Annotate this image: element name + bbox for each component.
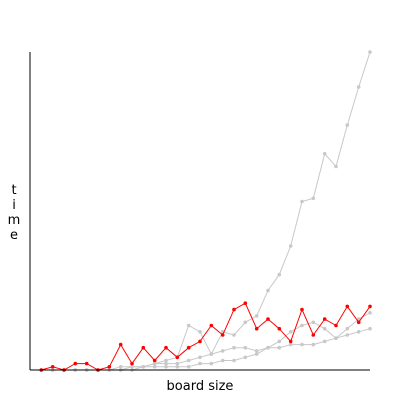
series-3-point [220,358,225,363]
series-layer [39,50,372,372]
series-2-point [356,85,361,89]
series-4-point [198,339,202,344]
series-1-point [277,345,282,350]
series-3-point [334,336,338,341]
series-4-point [152,358,157,363]
series-3-point [164,365,168,369]
series-3-point [288,330,293,334]
series-4-point [288,339,293,344]
series-2-point [186,323,191,328]
series-3-point [300,323,304,328]
series-3-point [141,365,146,369]
series-2-point [368,50,372,54]
series-3-point [198,361,202,366]
series-3-point [232,358,236,363]
series-1-point [198,355,202,360]
x-axis-label: board size [167,379,234,394]
series-3-point [311,320,316,325]
series-4-point [186,345,191,350]
series-2-point [232,333,236,337]
series-3-point [152,365,157,369]
series-2-point [277,272,282,277]
y-axis-label-char: e [10,228,18,243]
series-4-point [141,345,146,350]
series-3-point [277,339,282,344]
series-2-point [311,196,316,201]
series-1-point [164,361,168,366]
series-4-point [107,365,112,369]
series-4-point [368,304,372,309]
series-1-point [243,345,248,350]
series-1-point [288,342,293,347]
series-2-point [243,320,248,325]
series-4-point [118,342,123,347]
series-1-point [311,342,316,347]
series-4-point [50,365,55,369]
series-4-point [311,333,316,337]
y-axis-label-char: t [11,183,16,198]
series-3-point [345,326,350,331]
series-4 [39,301,372,372]
series-2-point [266,288,270,293]
series-3-point [266,345,270,350]
series-1-point [186,358,191,363]
series-1-point [322,339,327,344]
series-4-point [232,307,236,312]
series-2-point [345,123,350,127]
series-2-point [300,199,304,204]
series-3-point [175,365,180,369]
series-2-point [288,244,293,248]
series-1-point [356,330,361,334]
series-1-point [220,349,225,353]
series-3-point [254,352,259,356]
series-3-point [209,361,214,366]
series-2-point [118,365,123,369]
series-3-point [243,355,248,360]
series-4-point [266,317,270,321]
series-2-point [152,361,157,366]
series-4-point [220,333,225,337]
series-1-point [232,345,236,350]
series-4-point [254,326,259,331]
series-1-point [368,326,372,331]
series-3-point [322,326,327,331]
series-2-point [209,352,214,356]
series-2-point [130,365,134,369]
series-4-point [243,301,248,306]
series-4-point [322,317,327,321]
series-4-line [41,302,371,371]
series-4-point [334,323,338,328]
series-2-point [322,152,327,156]
series-4-point [300,307,304,312]
series-3-point [186,365,191,369]
series-3 [39,311,372,372]
y-axis-label-char: m [8,213,21,228]
series-2-point [254,314,259,318]
series-1-point [254,349,259,353]
series-4-point [130,361,134,366]
series-1-point [300,342,304,347]
series-3-point [356,317,361,321]
series-4-point [277,326,282,331]
series-2-point [164,358,168,363]
series-4-point [73,361,78,366]
series-3-point [368,311,372,315]
series-4-point [84,361,89,366]
series-2-line [41,51,371,371]
series-4-point [345,304,350,309]
series-3-line [41,312,371,371]
series-4-point [356,320,361,325]
series-1-point [175,361,180,366]
series-2-point [334,164,338,169]
series-2-point [198,330,202,334]
series-1-point [345,333,350,337]
series-4-point [209,323,214,328]
series-4-point [175,355,180,360]
series-4-point [164,345,168,350]
y-axis-label-char: i [12,198,16,213]
